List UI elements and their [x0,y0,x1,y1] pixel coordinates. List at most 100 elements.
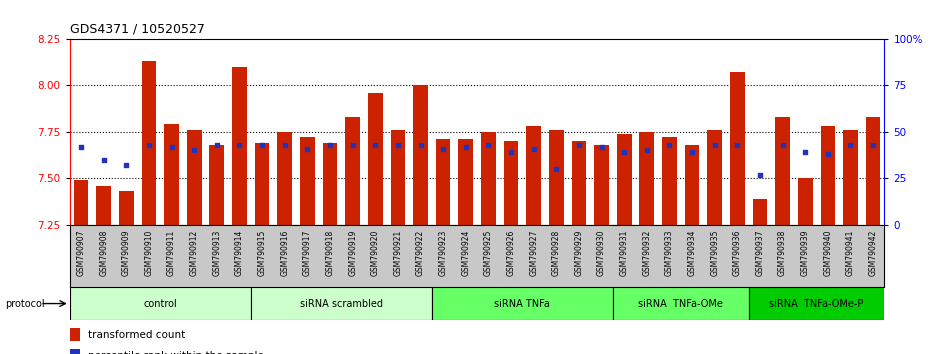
Bar [617,134,631,225]
Text: siRNA  TNFa-OMe-P: siRNA TNFa-OMe-P [769,298,864,309]
Point [775,142,790,148]
Point [503,149,518,155]
Text: siRNA  TNFa-OMe: siRNA TNFa-OMe [638,298,724,309]
Bar [255,143,270,225]
Point [458,144,473,149]
Bar [458,139,473,225]
Text: GSM790926: GSM790926 [507,230,515,276]
Bar [594,145,609,225]
Text: GSM790907: GSM790907 [76,230,86,276]
Point [187,148,202,153]
Text: GSM790932: GSM790932 [643,230,651,276]
Point [141,142,156,148]
Text: GSM790921: GSM790921 [393,230,403,276]
Point [617,149,631,155]
Point [413,142,428,148]
Bar [141,61,156,225]
Text: GSM790912: GSM790912 [190,230,199,276]
Text: GSM790931: GSM790931 [619,230,629,276]
Bar [70,328,80,342]
Bar [251,287,432,320]
Bar [684,145,699,225]
Bar [187,130,202,225]
Bar [391,130,405,225]
Text: GDS4371 / 10520527: GDS4371 / 10520527 [70,22,205,35]
Text: GSM790918: GSM790918 [326,230,335,276]
Bar [866,117,881,225]
Bar [413,85,428,225]
Text: GSM790911: GSM790911 [167,230,176,276]
Point [730,142,745,148]
Bar [752,199,767,225]
Point [119,162,134,168]
Point [277,142,292,148]
Text: GSM790909: GSM790909 [122,230,131,276]
Text: GSM790942: GSM790942 [869,230,878,276]
Bar [776,117,790,225]
Text: GSM790930: GSM790930 [597,230,606,276]
Point [820,151,835,157]
Point [662,142,677,148]
Point [299,146,314,152]
Bar [209,145,224,225]
Text: GSM790938: GSM790938 [778,230,787,276]
Text: siRNA TNFa: siRNA TNFa [495,298,551,309]
Bar [70,349,80,354]
Text: GSM790936: GSM790936 [733,230,742,276]
Text: GSM790935: GSM790935 [711,230,719,276]
Text: GSM790908: GSM790908 [100,230,108,276]
Text: GSM790939: GSM790939 [801,230,810,276]
Point [526,146,541,152]
Bar [323,143,338,225]
Text: GSM790914: GSM790914 [235,230,244,276]
Text: protocol: protocol [5,298,45,309]
Text: GSM790917: GSM790917 [303,230,312,276]
Point [345,142,360,148]
Text: GSM790915: GSM790915 [258,230,267,276]
Point [843,142,857,148]
Text: GSM790929: GSM790929 [575,230,583,276]
Bar [662,137,677,225]
Text: GSM790919: GSM790919 [348,230,357,276]
Bar [119,191,134,225]
Text: GSM790925: GSM790925 [484,230,493,276]
Bar [504,141,518,225]
Bar [730,72,745,225]
Text: control: control [143,298,177,309]
Bar [432,287,613,320]
Bar [749,287,884,320]
Point [639,148,654,153]
Bar [572,141,586,225]
Bar [277,132,292,225]
Bar [798,178,813,225]
Text: transformed count: transformed count [88,330,185,339]
Text: GSM790940: GSM790940 [823,230,832,276]
Text: GSM790941: GSM790941 [846,230,855,276]
Bar [368,93,382,225]
Text: GSM790922: GSM790922 [416,230,425,276]
Text: GSM790910: GSM790910 [144,230,153,276]
Point [209,142,224,148]
Point [684,149,699,155]
Text: GSM790913: GSM790913 [212,230,221,276]
Bar [70,287,251,320]
Point [73,144,88,149]
Bar [526,126,541,225]
Text: GSM790924: GSM790924 [461,230,471,276]
Point [481,142,496,148]
Point [866,142,881,148]
Point [323,142,338,148]
Bar [708,130,722,225]
Point [164,144,179,149]
Bar [73,180,88,225]
Bar [97,186,111,225]
Text: GSM790933: GSM790933 [665,230,674,276]
Text: GSM790928: GSM790928 [551,230,561,276]
Point [96,157,111,162]
Point [752,172,767,177]
Bar [345,117,360,225]
Point [232,142,246,148]
Point [391,142,405,148]
Text: GSM790923: GSM790923 [439,230,447,276]
Bar [300,137,314,225]
